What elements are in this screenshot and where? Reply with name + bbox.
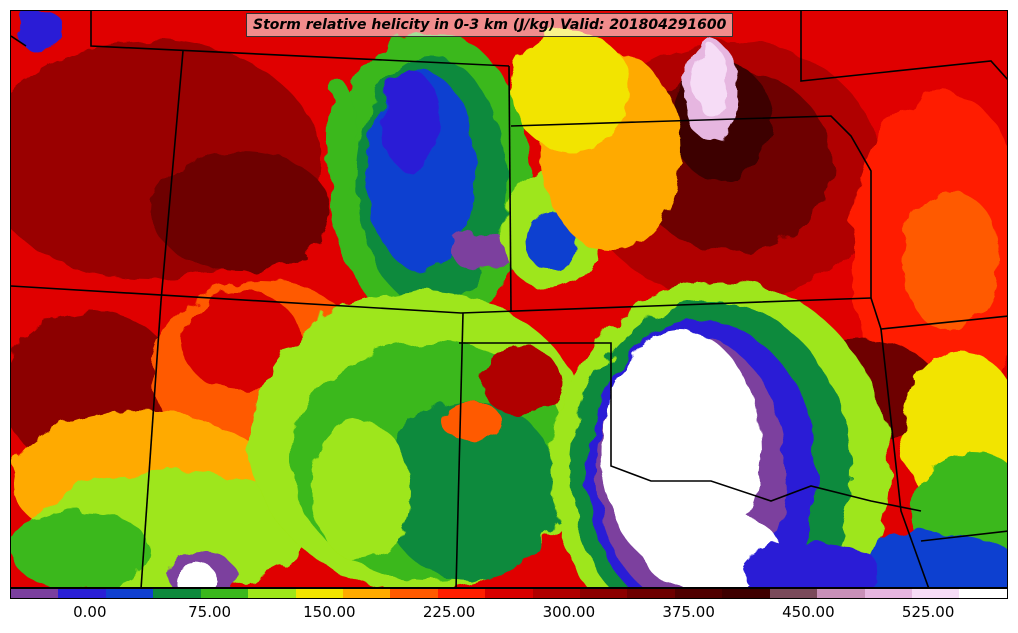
colorbar-tick-label: 225.00 bbox=[422, 603, 476, 621]
colorbar-segment bbox=[295, 589, 343, 598]
colorbar-segment bbox=[817, 589, 865, 598]
colorbar-segment bbox=[485, 589, 533, 598]
colorbar-tick-labels: 0.00 75.00 150.00 225.00 300.00 375.00 450.00 5… bbox=[10, 603, 1008, 623]
colorbar-segment bbox=[627, 589, 675, 598]
colorbar-tick-label: 525.00 bbox=[901, 603, 955, 621]
colorbar-segment bbox=[674, 589, 723, 598]
colorbar-segment bbox=[959, 589, 1007, 598]
colorbar-segment bbox=[105, 589, 154, 598]
colorbar-segment bbox=[11, 589, 59, 598]
map-title: Storm relative helicity in 0-3 km (J/kg)… bbox=[246, 13, 734, 37]
colorbar bbox=[10, 588, 1008, 599]
colorbar-segment bbox=[722, 589, 770, 598]
colorbar-segment bbox=[200, 589, 249, 598]
colorbar-segment bbox=[390, 589, 438, 598]
colorbar-tick-label: 0.00 bbox=[73, 603, 107, 621]
colorbar-segment bbox=[437, 589, 486, 598]
colorbar-segment bbox=[912, 589, 960, 598]
colorbar-tick-label: 150.00 bbox=[303, 603, 356, 621]
colorbar-tick-label: 75.00 bbox=[188, 603, 232, 621]
colorbar-tick-label: 300.00 bbox=[542, 603, 596, 621]
colorbar-tick-label: 375.00 bbox=[662, 603, 715, 621]
helicity-field-map bbox=[11, 11, 1007, 587]
state-boundaries bbox=[11, 11, 1007, 587]
helicity-contours bbox=[11, 11, 1007, 587]
colorbar-segment bbox=[58, 589, 106, 598]
colorbar-segment bbox=[248, 589, 296, 598]
colorbar-segment bbox=[769, 589, 818, 598]
map-panel: Storm relative helicity in 0-3 km (J/kg)… bbox=[10, 10, 1008, 588]
colorbar-segment bbox=[580, 589, 628, 598]
colorbar-tick-label: 450.00 bbox=[782, 603, 835, 621]
colorbar-segment bbox=[342, 589, 391, 598]
colorbar-segment bbox=[864, 589, 913, 598]
colorbar-segment bbox=[532, 589, 581, 598]
colorbar-segment bbox=[153, 589, 201, 598]
